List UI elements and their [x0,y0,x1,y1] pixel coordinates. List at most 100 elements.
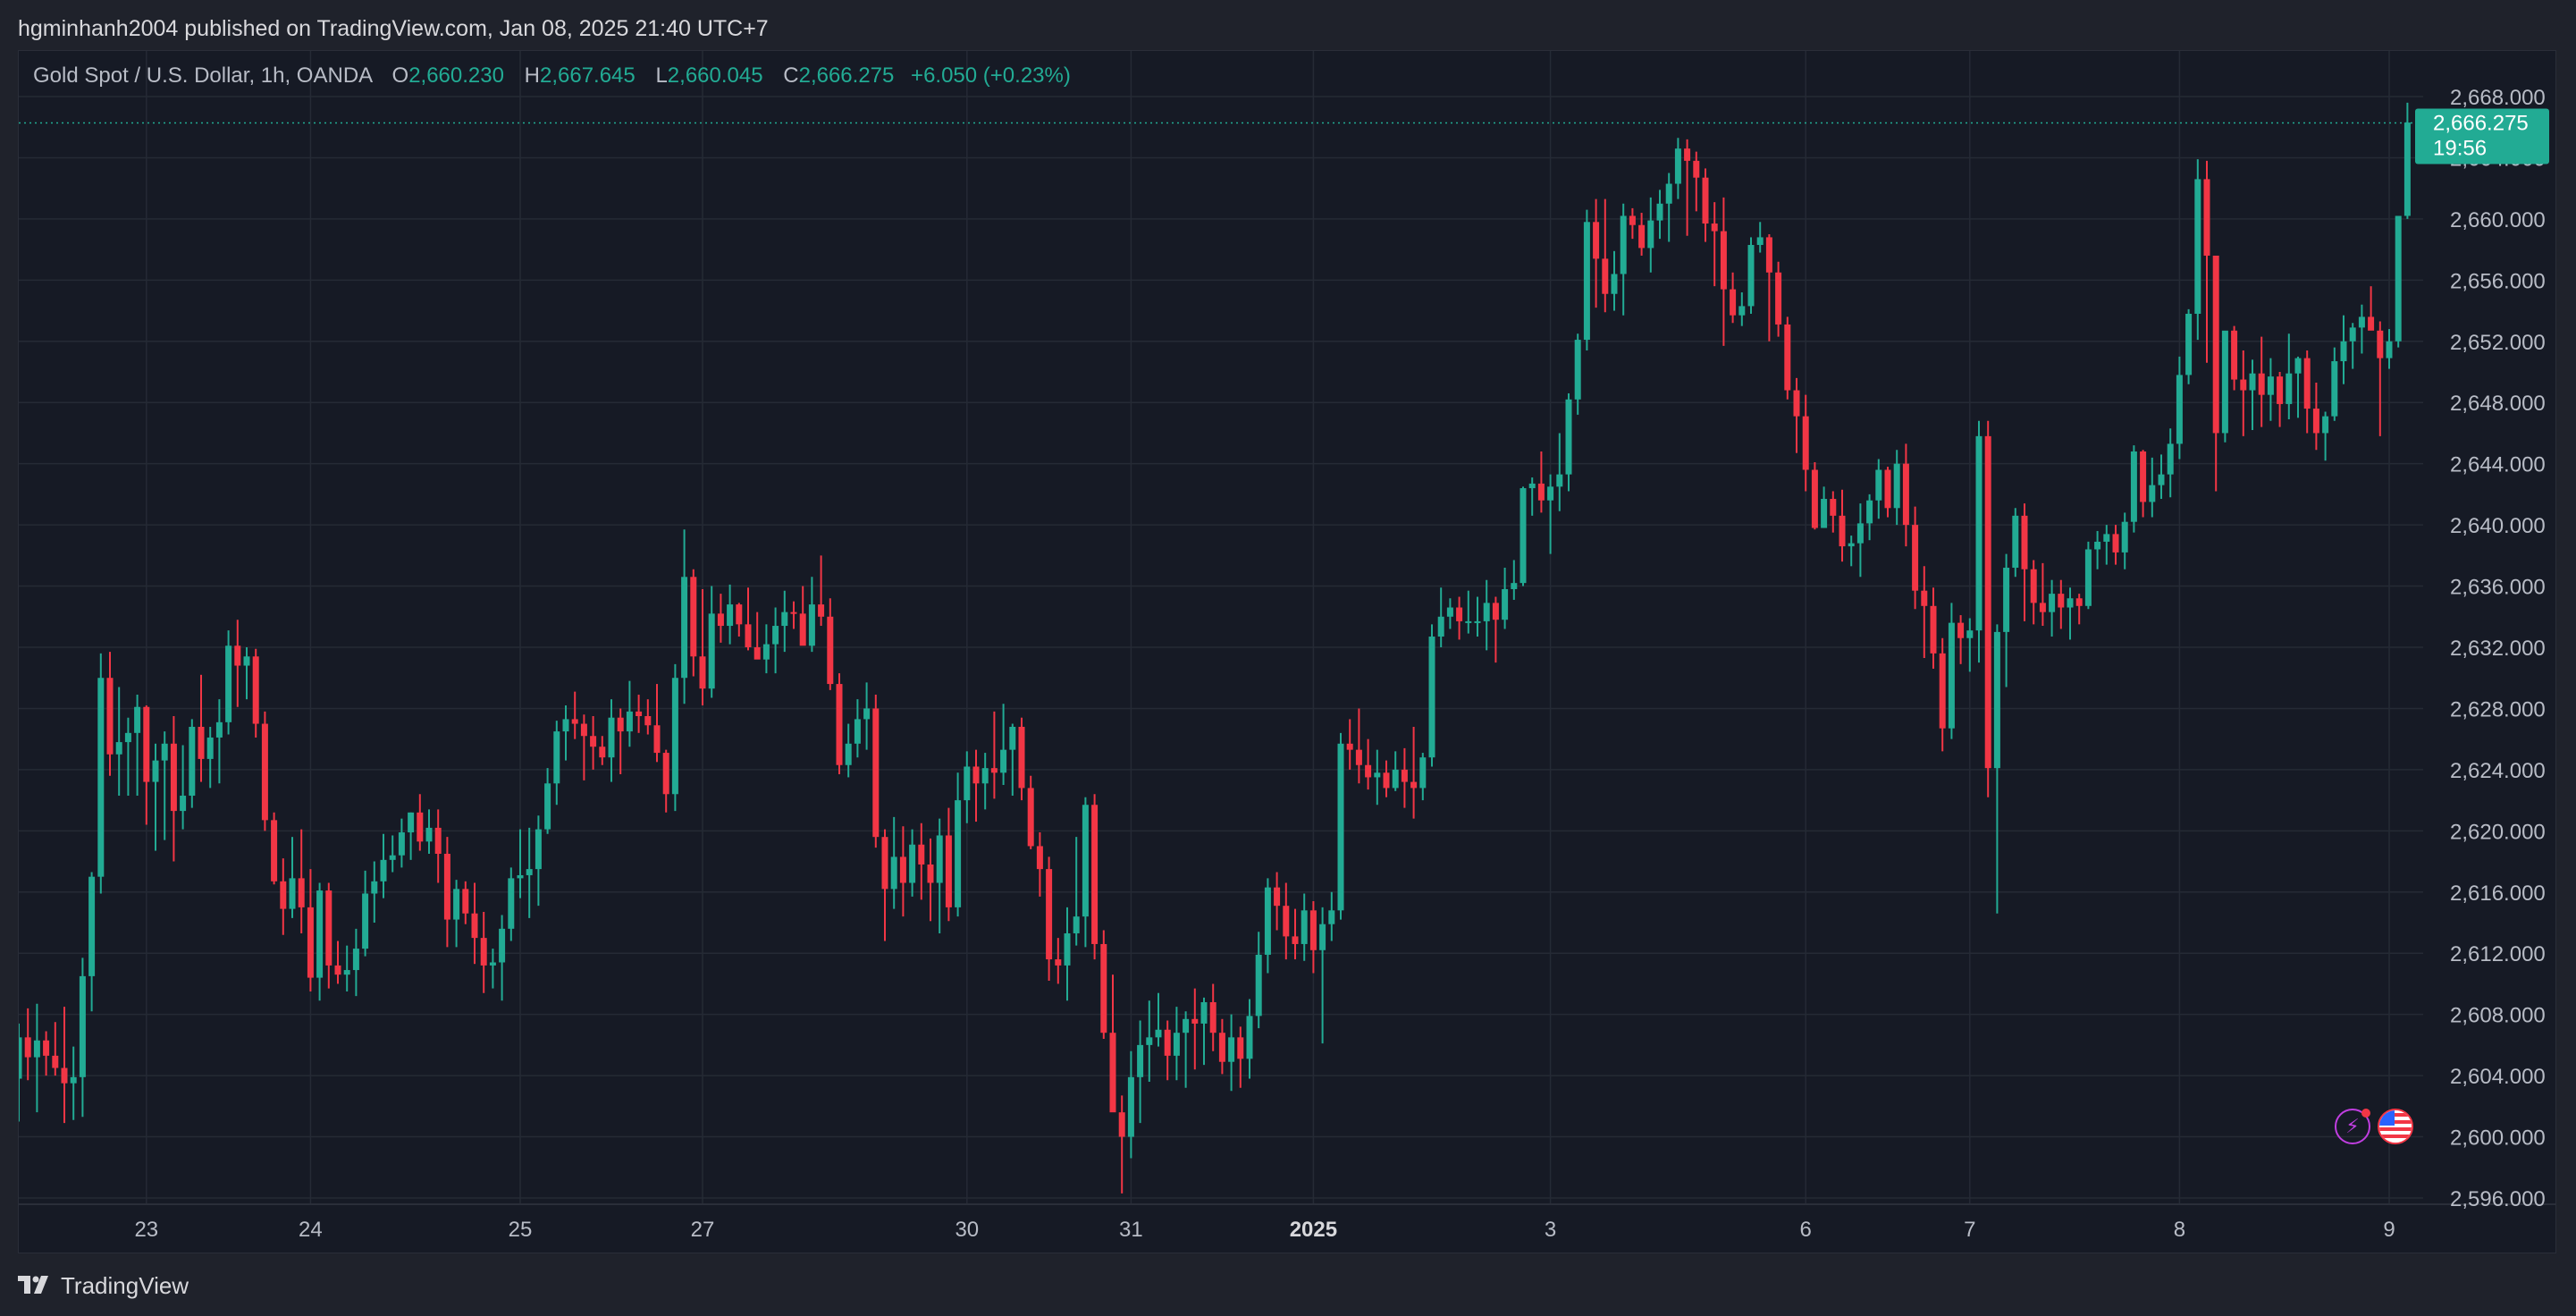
candle[interactable] [753,612,761,660]
candle[interactable] [1428,624,1435,767]
candle[interactable] [1830,491,1837,533]
candle[interactable] [1228,1014,1235,1092]
candle[interactable] [899,826,906,917]
candle[interactable] [1674,138,1681,199]
candle[interactable] [1811,461,1818,530]
candle[interactable] [1948,603,1955,739]
candle[interactable] [2349,323,2356,369]
candle[interactable] [736,603,743,637]
candle[interactable] [1483,579,1490,651]
candle[interactable] [2403,102,2411,219]
candle[interactable] [1629,207,1636,240]
candle[interactable] [2158,454,2165,500]
candle[interactable] [2067,587,2074,640]
candle[interactable] [2012,508,2019,578]
candle[interactable] [1730,272,1737,324]
candle[interactable] [1164,1020,1171,1081]
candle[interactable] [1537,451,1545,513]
candle[interactable] [2121,512,2128,569]
candle[interactable] [981,753,989,810]
candle[interactable] [1884,467,1891,518]
candle[interactable] [1009,723,1016,796]
candle[interactable] [33,1003,40,1113]
candle[interactable] [1410,726,1418,819]
candle[interactable] [1292,908,1299,960]
candle[interactable] [434,809,442,883]
candle[interactable] [1583,209,1590,351]
candle[interactable] [1337,732,1344,920]
candle[interactable] [508,867,515,941]
candle[interactable] [599,736,606,765]
candle[interactable] [1747,237,1755,314]
candle[interactable] [745,587,752,651]
candle[interactable] [243,647,250,700]
candle[interactable] [2030,560,2037,625]
candle[interactable] [371,861,378,923]
candle[interactable] [1100,930,1107,1040]
candle[interactable] [827,598,834,690]
candle[interactable] [2368,286,2375,331]
candle[interactable] [590,716,597,770]
candle[interactable] [1082,797,1089,948]
candle[interactable] [2130,445,2137,533]
candle[interactable] [1638,213,1646,256]
candle[interactable] [97,653,105,894]
candle[interactable] [170,716,177,862]
candle[interactable] [79,957,86,1118]
candle[interactable] [1993,624,2000,914]
candle[interactable] [271,812,278,885]
candle[interactable] [727,584,734,645]
candle[interactable] [1419,753,1427,801]
candle[interactable] [1091,794,1099,960]
candle[interactable] [325,882,333,989]
candle[interactable] [2267,358,2274,421]
candle[interactable] [964,751,971,823]
candle[interactable] [2249,359,2256,431]
candle[interactable] [1246,999,1253,1079]
candle[interactable] [1218,1018,1225,1075]
candle[interactable] [1574,333,1581,415]
candle[interactable] [1328,891,1335,941]
candle[interactable] [1274,872,1281,931]
lightning-icon[interactable]: ⚡ [2335,1109,2370,1144]
candle[interactable] [499,915,506,1001]
candle[interactable] [24,1008,31,1081]
candle[interactable] [2331,347,2338,421]
candle[interactable] [2294,356,2302,418]
candle[interactable] [1611,250,1618,311]
candle[interactable] [1055,938,1062,984]
candle[interactable] [808,577,815,653]
candle[interactable] [945,807,952,922]
candle[interactable] [1866,494,1873,541]
candle[interactable] [2112,525,2119,565]
candle[interactable] [1283,882,1290,960]
candle[interactable] [781,590,788,653]
candle[interactable] [2286,333,2293,420]
candle[interactable] [343,945,350,991]
candle[interactable] [307,869,314,991]
candle[interactable] [215,699,223,784]
candle[interactable] [1620,203,1627,316]
candle[interactable] [1137,1020,1144,1124]
candle[interactable] [2049,579,2056,637]
candle[interactable] [52,1022,59,1076]
candle[interactable] [124,717,131,796]
candle[interactable] [955,772,962,917]
candle[interactable] [1520,486,1527,586]
candle[interactable] [553,721,560,806]
candle[interactable] [234,620,241,707]
candle[interactable] [43,1031,50,1076]
candle[interactable] [608,699,615,782]
candle[interactable] [1309,901,1317,974]
candle[interactable] [2212,255,2219,492]
candle[interactable] [2003,553,2010,688]
candle[interactable] [872,695,880,848]
candle[interactable] [690,569,697,677]
candle[interactable] [845,723,852,778]
candle[interactable] [61,1007,68,1124]
candle[interactable] [298,829,305,933]
candle[interactable] [2312,382,2319,451]
candle[interactable] [936,818,943,933]
candle[interactable] [580,714,587,780]
candle[interactable] [2395,215,2402,348]
